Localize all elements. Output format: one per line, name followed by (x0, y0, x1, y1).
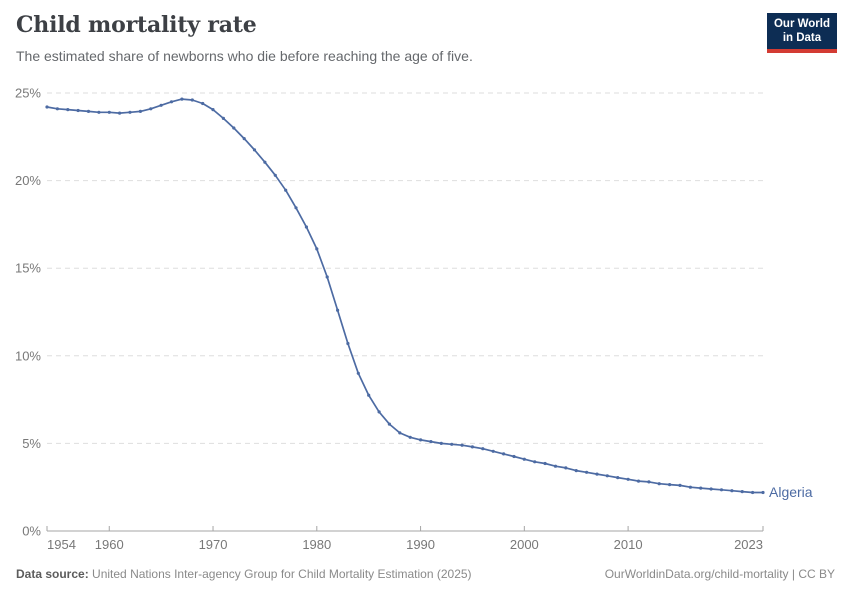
data-point (169, 100, 174, 104)
data-source-label: Data source: (16, 567, 89, 581)
chart-footer: Data source: United Nations Inter-agency… (16, 567, 835, 581)
data-point (346, 341, 350, 346)
data-point (86, 109, 91, 113)
data-point (553, 464, 558, 468)
data-point (636, 479, 641, 483)
data-point (408, 435, 412, 439)
data-point (294, 206, 298, 210)
data-point (325, 275, 329, 279)
data-point (491, 449, 495, 453)
data-point (367, 393, 371, 397)
data-point (76, 108, 80, 113)
chart-subtitle: The estimated share of newborns who die … (16, 48, 473, 64)
data-point (439, 441, 443, 445)
data-point (605, 474, 609, 478)
data-point (159, 103, 163, 107)
data-point (273, 173, 277, 177)
data-point (470, 445, 474, 449)
data-point (678, 483, 682, 487)
data-point (232, 126, 236, 130)
data-point (512, 454, 516, 459)
data-point (149, 107, 153, 111)
data-point (647, 480, 651, 484)
trend-line (46, 98, 764, 494)
logo-line-1: Our World (773, 18, 830, 30)
data-point (688, 485, 693, 489)
data-point (356, 371, 360, 375)
data-point (626, 477, 630, 481)
data-point (730, 489, 734, 493)
data-point (180, 97, 184, 101)
data-point (668, 483, 672, 487)
data-point (221, 116, 225, 120)
data-point (55, 107, 60, 111)
data-point (522, 457, 526, 461)
data-point (657, 482, 661, 486)
x-axis-label: 1990 (406, 537, 435, 552)
data-point (574, 469, 578, 473)
data-point (387, 422, 391, 426)
data-point (242, 137, 246, 141)
data-point (719, 488, 724, 492)
data-point (107, 110, 111, 114)
y-axis-label: 10% (15, 348, 41, 363)
data-point (740, 490, 744, 494)
data-point (66, 108, 70, 112)
data-point (211, 108, 215, 112)
data-point (699, 486, 703, 490)
x-axis-label: 1960 (95, 537, 124, 552)
chart-header: Child mortality rate The estimated share… (16, 12, 755, 64)
data-point (118, 111, 122, 115)
data-point (263, 160, 267, 164)
y-axis-label: 20% (15, 173, 41, 188)
data-point (564, 466, 568, 470)
y-axis-label: 0% (22, 524, 41, 539)
y-axis-label: 15% (15, 261, 41, 276)
data-point (533, 460, 537, 464)
data-point (460, 443, 464, 447)
data-point (502, 452, 506, 456)
data-point (315, 247, 319, 251)
data-point (377, 410, 381, 414)
data-point (429, 440, 433, 444)
data-point (128, 110, 132, 114)
data-point (336, 308, 340, 312)
data-point (97, 110, 101, 114)
data-point (419, 438, 423, 442)
y-axis-label: 25% (15, 86, 41, 101)
data-point (252, 148, 257, 152)
data-point (751, 490, 755, 495)
data-point (201, 101, 205, 106)
owid-logo[interactable]: Our World in Data (766, 13, 837, 53)
attribution-link[interactable]: OurWorldinData.org/child-mortality | CC … (604, 567, 835, 581)
x-axis-label: 1980 (302, 537, 331, 552)
data-point (190, 98, 194, 102)
series-label[interactable]: Algeria (769, 484, 813, 500)
data-point (595, 472, 599, 476)
logo-line-2: in Data (782, 32, 822, 44)
data-point (709, 487, 713, 491)
data-point (761, 490, 765, 495)
data-point (284, 188, 288, 192)
data-point (481, 447, 485, 451)
x-axis-label: 1970 (199, 537, 228, 552)
x-axis-label: 1954 (47, 537, 76, 552)
data-point (45, 105, 49, 109)
x-axis-label: 2010 (614, 537, 643, 552)
data-source-text: United Nations Inter-agency Group for Ch… (92, 567, 472, 581)
data-point (543, 461, 547, 466)
data-source: Data source: United Nations Inter-agency… (16, 567, 472, 581)
y-axis-label: 5% (22, 436, 41, 451)
data-point (304, 225, 308, 229)
data-point (138, 109, 142, 113)
x-axis-label: 2000 (510, 537, 539, 552)
data-point (616, 476, 620, 480)
x-axis-label: 2023 (734, 537, 763, 552)
data-point (585, 470, 589, 474)
data-point (398, 431, 402, 435)
data-point (450, 442, 454, 446)
page-title: Child mortality rate (16, 12, 257, 38)
